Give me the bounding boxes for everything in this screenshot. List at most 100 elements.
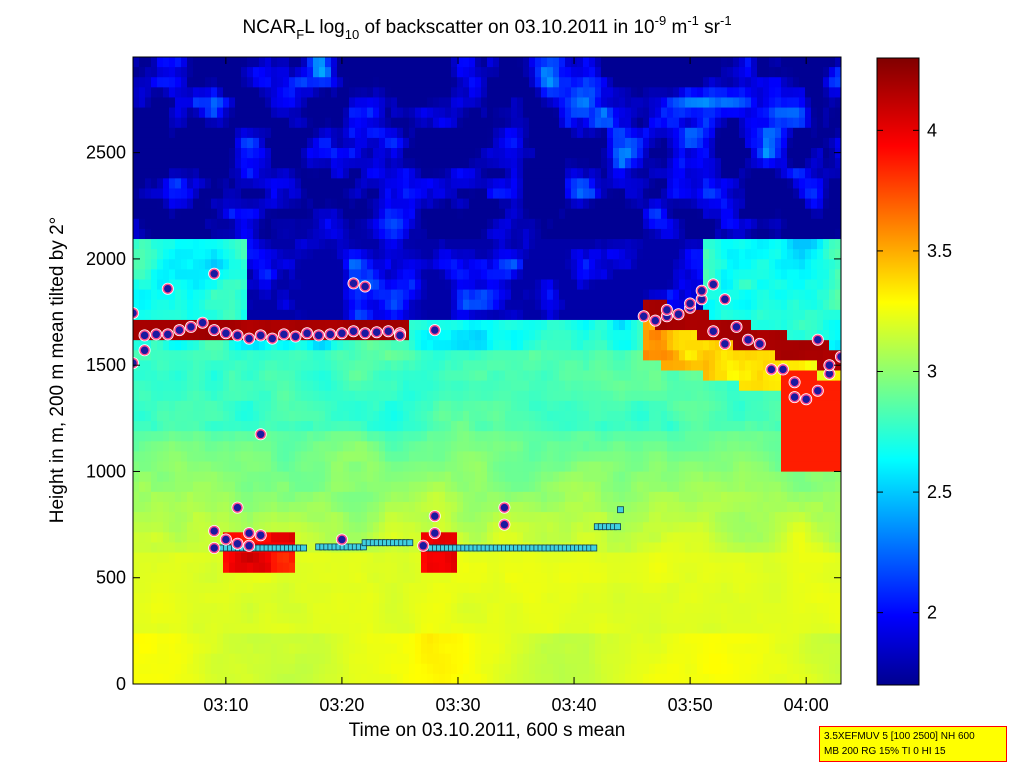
heatmap-cell (223, 137, 230, 149)
heatmap-cell (211, 340, 218, 351)
heatmap-cell (385, 218, 392, 230)
heatmap-cell (583, 522, 590, 533)
heatmap-cell (433, 97, 440, 109)
heatmap-cell (517, 441, 524, 452)
heatmap-cell (565, 158, 572, 169)
heatmap-cell (211, 249, 218, 260)
heatmap-cell (409, 218, 416, 230)
heatmap-cell (523, 198, 530, 210)
heatmap-cell (157, 198, 164, 210)
heatmap-cell (217, 370, 224, 382)
heatmap-cell (415, 127, 422, 139)
heatmap-cell (265, 623, 272, 635)
heatmap-cell (241, 148, 248, 159)
heatmap-cell (355, 319, 362, 331)
heatmap-cell (211, 137, 218, 149)
heatmap-cell (223, 67, 230, 78)
heatmap-cell (139, 582, 146, 594)
heatmap-cell (373, 592, 380, 604)
heatmap-cell (247, 228, 254, 240)
heatmap-cell (343, 481, 350, 493)
heatmap-cell (541, 77, 548, 88)
heatmap-cell (163, 188, 170, 200)
heatmap-cell (337, 228, 344, 240)
heatmap-cell (367, 269, 374, 281)
heatmap-cell (553, 198, 560, 210)
heatmap-cell (481, 471, 488, 483)
heatmap-cell (139, 592, 146, 604)
heatmap-cell (175, 127, 182, 139)
heatmap-cell (571, 461, 578, 473)
heatmap-cell (451, 562, 458, 574)
heatmap-cell (181, 552, 188, 564)
heatmap-cell (559, 501, 566, 513)
heatmap-cell (595, 198, 602, 210)
heatmap-cell (493, 592, 500, 604)
heatmap-cell (211, 178, 218, 190)
heatmap-cell (529, 228, 536, 240)
heatmap-cell (343, 228, 350, 240)
heatmap-cell (313, 603, 320, 614)
heatmap-cell (607, 97, 614, 109)
heatmap-cell (505, 380, 512, 392)
heatmap-cell (541, 299, 548, 311)
heatmap-cell (355, 512, 362, 523)
heatmap-cell (133, 127, 140, 139)
heatmap-cell (607, 370, 614, 382)
heatmap-cell (199, 77, 206, 88)
heatmap-cell (529, 400, 536, 412)
heatmap-cell (331, 410, 338, 422)
heatmap-cell (511, 259, 518, 270)
heatmap-cell (607, 107, 614, 119)
heatmap-cell (235, 582, 242, 594)
heatmap-cell (511, 370, 518, 382)
heatmap-cell (481, 279, 488, 291)
heatmap-cell (241, 471, 248, 483)
heatmap-cell (265, 107, 272, 119)
heatmap-cell (319, 512, 326, 523)
heatmap-cell (259, 421, 266, 432)
heatmap-cell (391, 299, 398, 311)
heatmap-cell (547, 148, 554, 159)
heatmap-cell (493, 259, 500, 270)
heatmap-cell (553, 613, 560, 624)
heatmap-cell (403, 461, 410, 473)
heatmap-cell (523, 390, 530, 402)
heatmap-cell (391, 653, 398, 665)
heatmap-cell (205, 623, 212, 635)
heatmap-cell (181, 673, 188, 684)
heatmap-cell (259, 228, 266, 240)
heatmap-cell (499, 87, 506, 99)
heatmap-cell (415, 603, 422, 614)
heatmap-cell (595, 421, 602, 432)
heatmap-cell (523, 249, 530, 260)
heatmap-cell (133, 117, 140, 129)
heatmap-cell (451, 340, 458, 351)
heatmap-cell (373, 431, 380, 442)
heatmap-cell (151, 552, 158, 564)
heatmap-cell (301, 643, 308, 655)
heatmap-cell (385, 77, 392, 88)
heatmap-cell (193, 633, 200, 645)
heatmap-cell (517, 643, 524, 655)
heatmap-cell (379, 592, 386, 604)
heatmap-cell (193, 350, 200, 361)
heatmap-cell (613, 309, 620, 321)
heatmap-cell (301, 592, 308, 604)
heatmap-cell (541, 309, 548, 321)
heatmap-cell (379, 198, 386, 210)
heatmap-cell (229, 87, 236, 99)
heatmap-cell (613, 410, 620, 422)
heatmap-cell (559, 239, 566, 250)
heatmap-cell (361, 380, 368, 392)
heatmap-cell (523, 532, 530, 544)
heatmap-cell (295, 491, 302, 503)
heatmap-cell (265, 360, 272, 372)
heatmap-cell (145, 249, 152, 260)
heatmap-cell (463, 249, 470, 260)
heatmap-cell (325, 289, 332, 301)
heatmap-cell (565, 299, 572, 311)
heatmap-cell (241, 390, 248, 402)
heatmap-cell (439, 512, 446, 523)
heatmap-cell (583, 633, 590, 645)
